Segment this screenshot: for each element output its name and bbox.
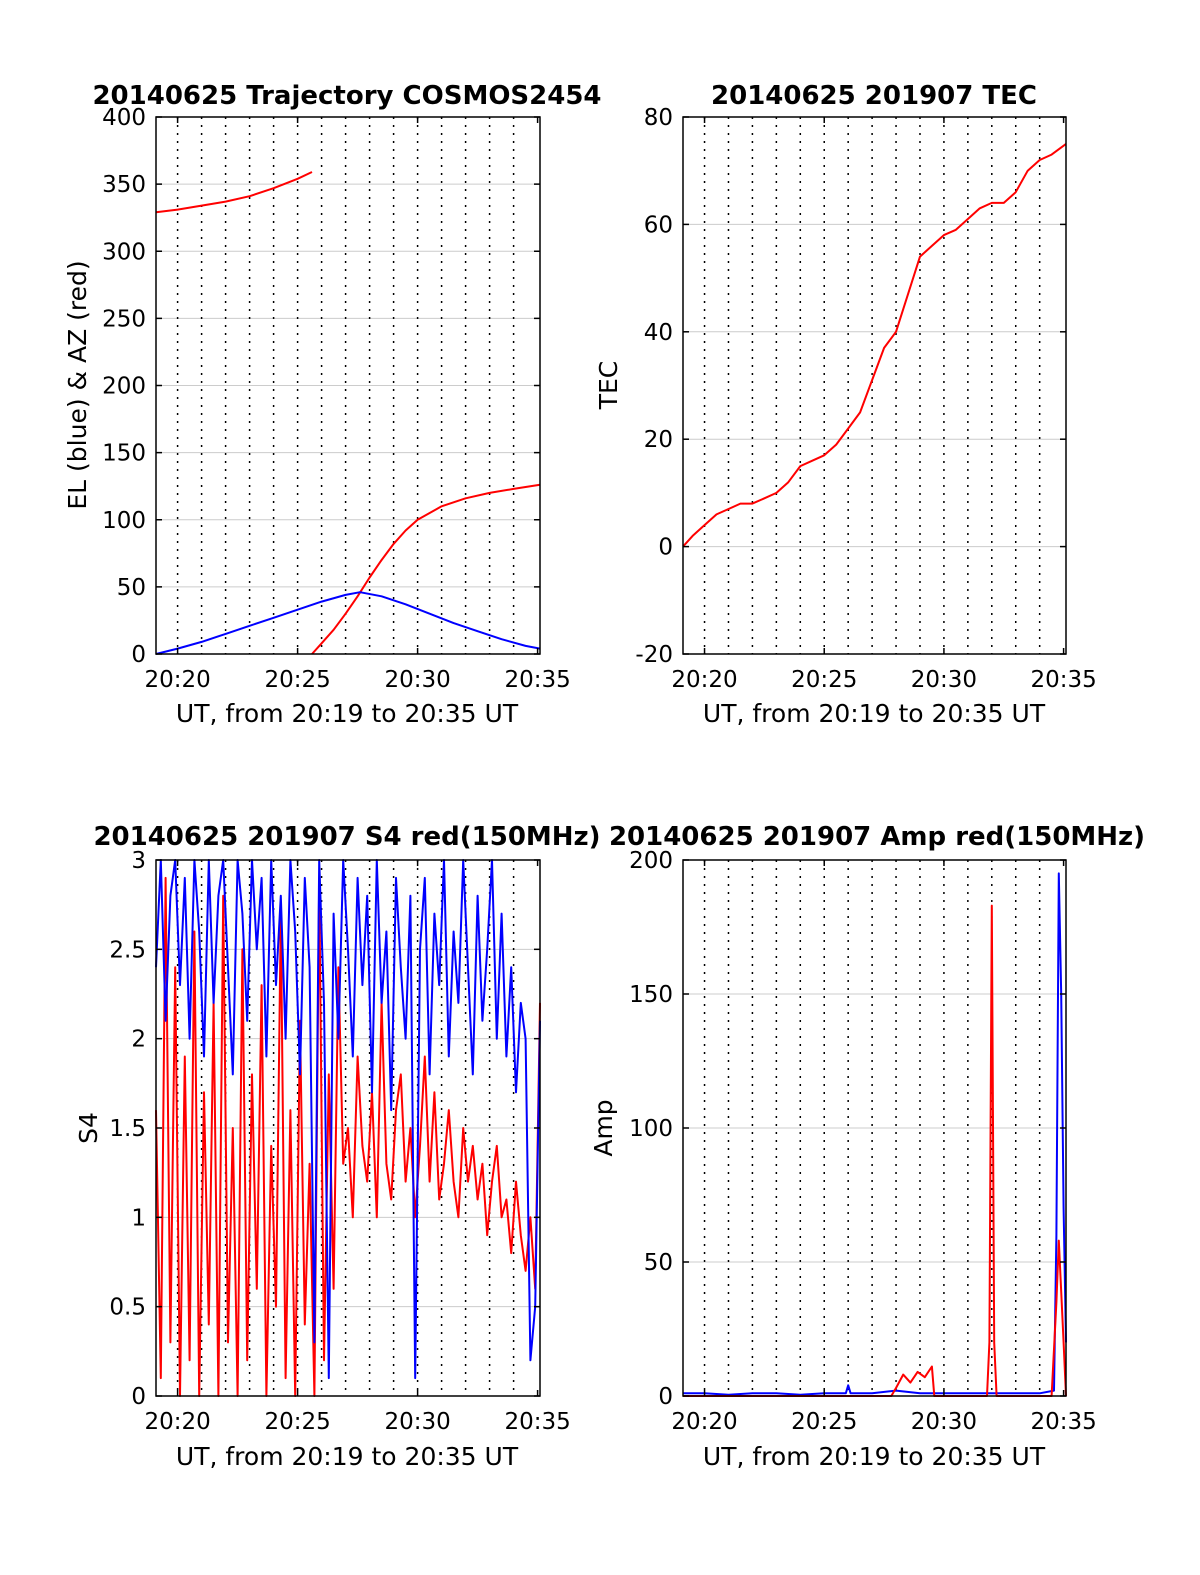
x-tick-label: 20:30 — [384, 667, 450, 693]
y-tick-label: 150 — [102, 441, 146, 467]
y-tick-label: 200 — [629, 848, 673, 874]
series-line-0 — [155, 171, 313, 214]
y-tick-label: 200 — [102, 374, 146, 400]
y-tick-label: 1 — [131, 1205, 146, 1231]
y-tick-label: 0.5 — [109, 1295, 146, 1321]
y-tick-label: 0 — [131, 642, 146, 668]
panel-trajectory: 20140625 Trajectory COSMOS2454 0 50 100 150… — [63, 81, 602, 728]
y-tick-label: 0 — [658, 1384, 673, 1410]
y-axis-label: S4 — [74, 1112, 103, 1144]
x-axis-label: UT, from 20:19 to 20:35 UT — [176, 699, 519, 728]
x-axis-label: UT, from 20:19 to 20:35 UT — [703, 1442, 1046, 1471]
x-axis-label: UT, from 20:19 to 20:35 UT — [176, 1442, 519, 1471]
x-tick-label: 20:30 — [384, 1409, 450, 1435]
axes-box — [682, 116, 1067, 655]
y-axis-label: Amp — [589, 1099, 618, 1156]
y-tick-label: 2.5 — [109, 937, 146, 963]
x-tick-label: 20:35 — [1030, 1409, 1096, 1435]
y-tick-label: 300 — [102, 239, 146, 265]
plot-area: -20 0 20 40 60 80 20:20 20:25 20:30 20:35 — [635, 105, 1096, 693]
x-tick-label: 20:20 — [671, 1409, 737, 1435]
y-tick-label: 0 — [131, 1384, 146, 1410]
series-line-0 — [682, 143, 1067, 548]
x-tick-label: 20:30 — [911, 667, 977, 693]
x-tick-label: 20:25 — [264, 667, 330, 693]
y-tick-label: 100 — [629, 1116, 673, 1142]
y-tick-label: 50 — [644, 1250, 673, 1276]
chart-title: 20140625 Trajectory COSMOS2454 — [92, 81, 601, 111]
y-axis-label: TEC — [594, 361, 623, 411]
x-tick-label: 20:20 — [144, 1409, 210, 1435]
panel-tec: 20140625 201907 TEC -20 0 20 40 60 80 20:20 20:… — [594, 81, 1097, 728]
series-line-1 — [155, 859, 541, 1380]
y-tick-label: 60 — [644, 212, 673, 238]
y-tick-label: 1.5 — [109, 1116, 146, 1142]
chart-title: 20140625 201907 TEC — [711, 81, 1037, 111]
x-tick-label: 20:20 — [671, 667, 737, 693]
chart-title: 20140625 201907 Amp red(150MHz) — [609, 822, 1145, 852]
plot-area: 0 50 100 150 200 250 300 350 400 20:20 20:25 20:30 2… — [102, 105, 571, 693]
x-tick-label: 20:35 — [504, 667, 570, 693]
y-tick-label: 3 — [131, 848, 146, 874]
series-line-0 — [155, 876, 541, 1397]
chart-title: 20140625 201907 S4 red(150MHz) — [93, 822, 600, 852]
y-tick-label: 20 — [644, 427, 673, 453]
plot-area: 0 50 100 150 200 20:20 20:25 20:30 20:35 — [629, 848, 1097, 1435]
y-tick-label: 350 — [102, 172, 146, 198]
y-tick-label: 100 — [102, 508, 146, 534]
x-tick-label: 20:35 — [504, 1409, 570, 1435]
x-axis-label: UT, from 20:19 to 20:35 UT — [703, 699, 1046, 728]
series-line-1 — [311, 483, 541, 655]
x-tick-label: 20:30 — [911, 1409, 977, 1435]
y-tick-label: 150 — [629, 982, 673, 1008]
x-tick-label: 20:35 — [1030, 667, 1096, 693]
y-tick-label: 250 — [102, 306, 146, 332]
y-tick-label: 80 — [644, 105, 673, 131]
panel-s4: 20140625 201907 S4 red(150MHz) 0 0.5 1 1.5 2… — [74, 822, 601, 1471]
y-tick-label: 400 — [102, 105, 146, 131]
y-tick-label: 2 — [131, 1027, 146, 1053]
plot-area: 0 0.5 1 1.5 2 2.5 3 20:20 20:25 20:30 20:35 — [109, 848, 570, 1435]
x-tick-label: 20:25 — [264, 1409, 330, 1435]
y-axis-label: EL (blue) & AZ (red) — [63, 260, 92, 509]
x-tick-label: 20:20 — [144, 667, 210, 693]
series-line-2 — [155, 591, 541, 655]
y-tick-label: -20 — [635, 642, 673, 668]
y-tick-label: 0 — [658, 535, 673, 561]
panel-amp: 20140625 201907 Amp red(150MHz) 0 50 100 15… — [589, 822, 1145, 1471]
x-tick-label: 20:25 — [791, 667, 857, 693]
y-tick-label: 50 — [117, 575, 146, 601]
x-tick-label: 20:25 — [791, 1409, 857, 1435]
series-line-0 — [683, 872, 1067, 1396]
y-tick-label: 40 — [644, 320, 673, 346]
